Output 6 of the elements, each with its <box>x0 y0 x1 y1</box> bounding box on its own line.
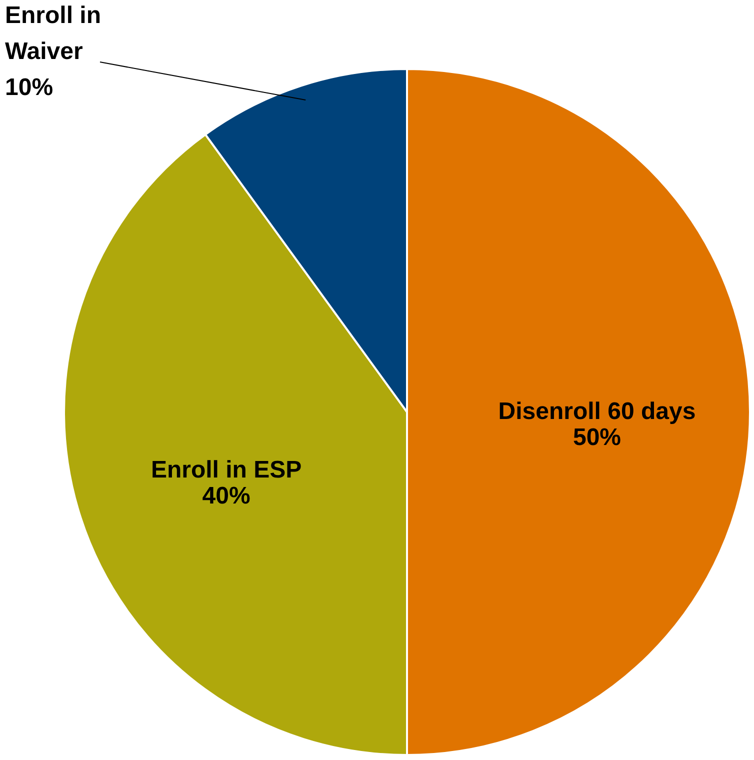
slice-label: Enroll in ESP <box>150 456 302 484</box>
slice-label: Disenroll 60 days <box>498 398 696 425</box>
data-label: 50% <box>572 424 622 451</box>
slice-label: Enroll in Waiver <box>5 2 101 65</box>
data-label: 10% <box>5 74 54 101</box>
data-label: 40% <box>202 482 250 510</box>
